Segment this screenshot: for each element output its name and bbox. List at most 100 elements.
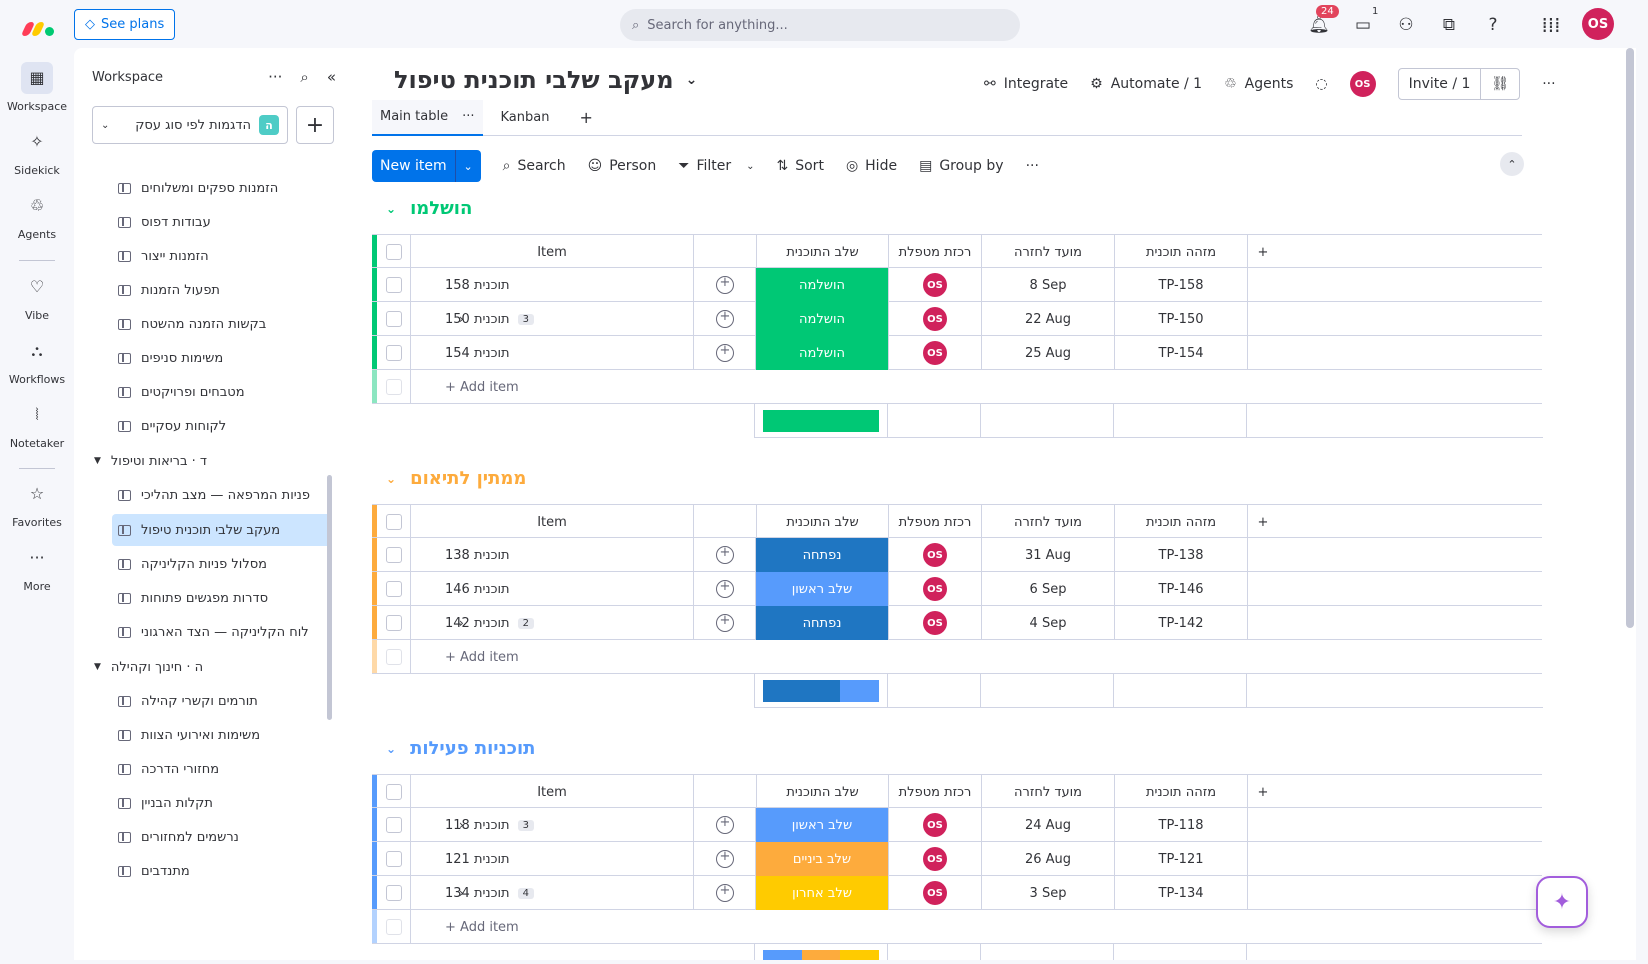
owner-cell[interactable]: OS	[889, 876, 982, 910]
updates-cell[interactable]	[694, 572, 756, 606]
plan-id-cell[interactable]: TP-121	[1115, 842, 1248, 876]
row-checkbox[interactable]	[385, 851, 402, 867]
rail-vibe[interactable]: ♡ Vibe	[0, 271, 74, 322]
ai-assistant-button[interactable]: ✦	[1536, 876, 1588, 928]
column-header-item[interactable]: Item	[411, 775, 694, 809]
row-select-cell[interactable]	[377, 336, 411, 370]
sidebar-board-item[interactable]: משימות ואירועי הצוות	[112, 719, 332, 751]
due-date-cell[interactable]: 26 Aug	[982, 842, 1115, 876]
updates-cell[interactable]	[694, 538, 756, 572]
invite-member-icon[interactable]: ⚇	[1398, 15, 1414, 35]
plan-id-cell[interactable]: TP-158	[1115, 268, 1248, 302]
add-update-icon[interactable]	[715, 815, 734, 834]
row-select-cell[interactable]	[377, 572, 411, 606]
add-column-icon[interactable]: +	[1257, 784, 1269, 800]
sidebar-board-item[interactable]: לקוחות עסקיים	[112, 410, 332, 442]
search-icon[interactable]: ⌕	[300, 68, 309, 86]
plan-id-cell[interactable]: TP-142	[1115, 606, 1248, 640]
stage-status-cell[interactable]: שלב ראשון	[756, 572, 889, 606]
owner-cell[interactable]: OS	[889, 572, 982, 606]
sidebar-folder-health[interactable]: ▼ ד · בריאות וטיפול	[94, 447, 207, 475]
stage-status-cell[interactable]: נפתחה	[756, 538, 889, 572]
sidebar-board-item[interactable]: תקלות הבניין	[112, 787, 332, 819]
item-name-cell[interactable]: › תוכנית 134 4	[411, 876, 694, 910]
bell-icon[interactable]: 🔔︎	[1308, 15, 1330, 35]
add-column-icon[interactable]: +	[1257, 514, 1269, 530]
item-name-cell[interactable]: תוכנית 154	[411, 336, 694, 370]
due-date-cell[interactable]: 6 Sep	[982, 572, 1115, 606]
stage-status-cell[interactable]: נפתחה	[756, 606, 889, 640]
board-more-icon[interactable]: ···	[1542, 76, 1556, 92]
board-owner-avatar[interactable]: OS	[1349, 71, 1376, 97]
integrate-button[interactable]: ⚯ Integrate	[984, 76, 1068, 92]
copy-link-icon[interactable]: ⛓	[1480, 69, 1519, 99]
automate-button[interactable]: ⚙ Automate / 1	[1090, 76, 1202, 92]
item-name-cell[interactable]: › תוכנית 118 3	[411, 808, 694, 842]
chevron-down-icon[interactable]: ⌄	[454, 150, 481, 182]
sidebar-board-item[interactable]: הזמנות ספקים ומשלוחים	[112, 172, 332, 204]
select-all-checkbox[interactable]	[385, 514, 402, 530]
collapse-sidebar-icon[interactable]: «	[326, 68, 336, 86]
column-header-item[interactable]: Item	[411, 235, 694, 269]
group-title[interactable]: ⌄ הושלמו	[386, 198, 472, 219]
row-select-cell[interactable]	[377, 538, 411, 572]
agents-button[interactable]: ♲ Agents	[1224, 76, 1293, 92]
select-all-checkbox[interactable]	[385, 784, 402, 800]
workspace-select[interactable]: ה הדגמות לפי סוג עסק ⌄	[92, 106, 288, 144]
owner-cell[interactable]: OS	[889, 268, 982, 302]
item-name-cell[interactable]: › תוכנית 150 3	[411, 302, 694, 336]
rail-workspace[interactable]: ▦ Workspace	[0, 62, 74, 113]
sort-button[interactable]: ⇅ Sort	[777, 158, 824, 174]
column-header-due[interactable]: מועד לחזרה	[982, 775, 1115, 809]
sidebar-board-item[interactable]: מסלול פניות הקליניקה	[112, 548, 332, 580]
select-all-checkbox[interactable]	[385, 244, 402, 260]
sidebar-board-item-selected[interactable]: מעקב שלבי תוכנית טיפול	[112, 514, 332, 546]
column-header-id[interactable]: מזהה תוכנית	[1115, 235, 1248, 269]
sidebar-board-item[interactable]: הזמנות ייצור	[112, 240, 332, 272]
add-update-icon[interactable]	[715, 849, 734, 868]
global-search-input[interactable]: ⌕ Search for anything...	[620, 9, 1020, 41]
column-header-owner[interactable]: רכזת מטפלת	[889, 235, 982, 269]
stage-summary-cell[interactable]	[755, 674, 888, 708]
board-title[interactable]: מעקב שלבי תוכנית טיפול ⌄	[394, 66, 697, 94]
row-select-cell[interactable]	[377, 268, 411, 302]
sidebar-folder-education[interactable]: ▼ ה · חינוך וקהילה	[94, 653, 203, 681]
item-name-cell[interactable]: תוכנית 121	[411, 842, 694, 876]
due-date-cell[interactable]: 3 Sep	[982, 876, 1115, 910]
add-column-icon[interactable]: +	[1257, 244, 1269, 260]
sidebar-board-item[interactable]: מחזורי הדרכה	[112, 753, 332, 785]
filter-button[interactable]: ⏷ Filter ⌄	[678, 158, 754, 174]
expand-subitems-icon[interactable]: ›	[459, 312, 464, 326]
group-by-button[interactable]: ▤ Group by	[919, 158, 1003, 174]
item-name-cell[interactable]: תוכנית 158	[411, 268, 694, 302]
plan-id-cell[interactable]: TP-150	[1115, 302, 1248, 336]
collapse-header-icon[interactable]: ⌃	[1500, 152, 1524, 176]
row-checkbox[interactable]	[385, 581, 402, 597]
add-update-icon[interactable]	[715, 275, 734, 294]
owner-cell[interactable]: OS	[889, 606, 982, 640]
add-update-icon[interactable]	[715, 545, 734, 564]
column-header-stage[interactable]: שלב התוכנית	[756, 235, 889, 269]
stage-status-cell[interactable]: הושלמה	[756, 302, 889, 336]
expand-subitems-icon[interactable]: ›	[459, 616, 464, 630]
due-date-cell[interactable]: 22 Aug	[982, 302, 1115, 336]
owner-cell[interactable]: OS	[889, 538, 982, 572]
due-date-cell[interactable]: 24 Aug	[982, 808, 1115, 842]
updates-cell[interactable]	[694, 842, 756, 876]
due-date-cell[interactable]: 25 Aug	[982, 336, 1115, 370]
column-header-stage[interactable]: שלב התוכנית	[756, 505, 889, 539]
column-header-item[interactable]: Item	[411, 505, 694, 539]
updates-cell[interactable]	[694, 606, 756, 640]
owner-cell[interactable]: OS	[889, 302, 982, 336]
expand-subitems-icon[interactable]: ›	[459, 886, 464, 900]
sidebar-board-item[interactable]: פניות המרפאה — מצב תהליכי	[112, 479, 332, 511]
stage-status-cell[interactable]: שלב אחרון	[756, 876, 889, 910]
rail-notetaker[interactable]: ⦚ Notetaker	[0, 399, 74, 450]
search-button[interactable]: ⌕ Search	[503, 158, 566, 174]
plan-id-cell[interactable]: TP-154	[1115, 336, 1248, 370]
sidebar-board-item[interactable]: מתנדבים	[112, 855, 332, 887]
new-item-button[interactable]: New item ⌄	[372, 150, 481, 182]
stage-status-cell[interactable]: שלב ביניים	[756, 842, 889, 876]
select-all-cell[interactable]	[377, 775, 411, 809]
add-update-icon[interactable]	[715, 343, 734, 362]
